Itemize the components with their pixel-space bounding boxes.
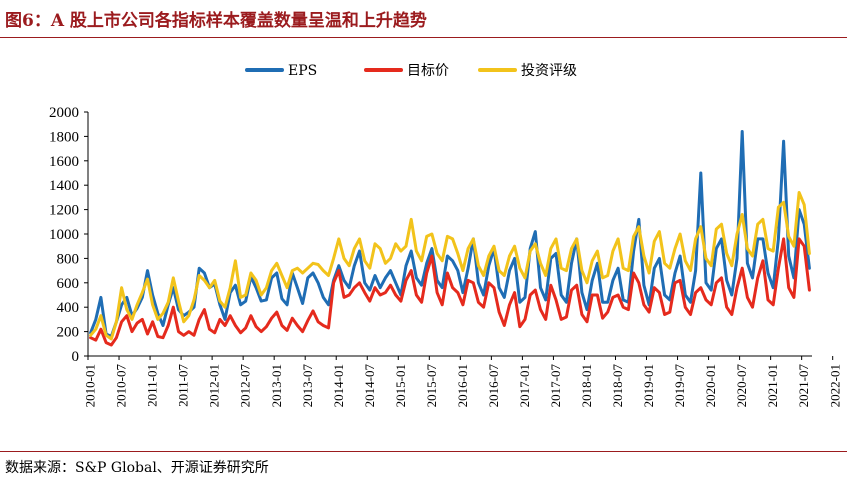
- y-tick-label: 600: [57, 276, 80, 292]
- x-tick-label: 2019-07: [672, 364, 687, 408]
- x-tick-label: 2011-07: [176, 364, 191, 407]
- x-tick-label: 2018-07: [610, 364, 625, 408]
- y-tick-label: 1800: [49, 129, 79, 145]
- x-tick-label: 2013-01: [269, 364, 284, 407]
- x-tick-label: 2014-01: [331, 364, 346, 407]
- line-chart: EPS 目标价 投资评级 0 200 400 600 800 1000 1200 1400 16…: [49, 63, 842, 408]
- figure-title-bar: 图6：A 股上市公司各指标样本覆盖数量呈温和上升趋势: [0, 0, 847, 38]
- chart-axes: 0 200 400 600 800 1000 1200 1400 1600 1800 2000 201…: [49, 105, 842, 408]
- y-tick-label: 1600: [49, 154, 79, 170]
- x-tick-label: 2016-01: [455, 364, 470, 407]
- x-tick-label: 2015-07: [424, 364, 439, 408]
- x-tick-label: 2019-01: [641, 364, 656, 407]
- x-tick-label: 2020-07: [734, 364, 749, 408]
- x-tick-label: 2020-01: [703, 364, 718, 407]
- x-tick-label: 2012-07: [238, 364, 253, 408]
- x-tick-label: 2010-01: [83, 364, 98, 407]
- y-tick-label: 1000: [49, 227, 79, 243]
- figure-title: 图6：A 股上市公司各指标样本覆盖数量呈温和上升趋势: [5, 11, 427, 31]
- y-tick-label: 200: [57, 325, 80, 341]
- chart-legend: EPS 目标价 投资评级: [245, 63, 577, 79]
- legend-rating-label: 投资评级: [521, 63, 577, 79]
- y-tick-label: 0: [72, 349, 80, 365]
- x-tick-label: 2016-07: [486, 364, 501, 408]
- legend-target-price-label: 目标价: [407, 63, 449, 79]
- x-tick-label: 2017-01: [517, 364, 532, 407]
- footer-rule: [0, 451, 847, 452]
- y-tick-label: 2000: [49, 105, 79, 121]
- y-tick-label: 1200: [49, 203, 79, 219]
- y-tick-label: 800: [57, 251, 80, 267]
- x-tick-label: 2015-01: [393, 364, 408, 407]
- series-line-target-price: [89, 237, 811, 347]
- chart-series: [89, 130, 811, 347]
- legend-eps-label: EPS: [288, 63, 317, 79]
- y-tick-label: 1400: [49, 178, 79, 194]
- x-tick-label: 2017-07: [548, 364, 563, 408]
- x-tick-label: 2021-01: [765, 364, 780, 407]
- source-note: 数据来源：S&P Global、开源证券研究所: [5, 460, 269, 476]
- x-tick-label: 2013-07: [300, 364, 315, 408]
- x-tick-label: 2012-01: [207, 364, 222, 407]
- series-line-rating: [89, 191, 811, 341]
- x-tick-label: 2010-07: [114, 364, 129, 408]
- x-tick-label: 2021-07: [796, 364, 811, 408]
- x-tick-label: 2022-01: [827, 364, 842, 407]
- x-tick-label: 2011-01: [145, 364, 160, 407]
- x-tick-label: 2014-07: [362, 364, 377, 408]
- y-tick-label: 400: [57, 300, 80, 316]
- title-rule: [0, 37, 847, 38]
- x-tick-label: 2018-01: [579, 364, 594, 407]
